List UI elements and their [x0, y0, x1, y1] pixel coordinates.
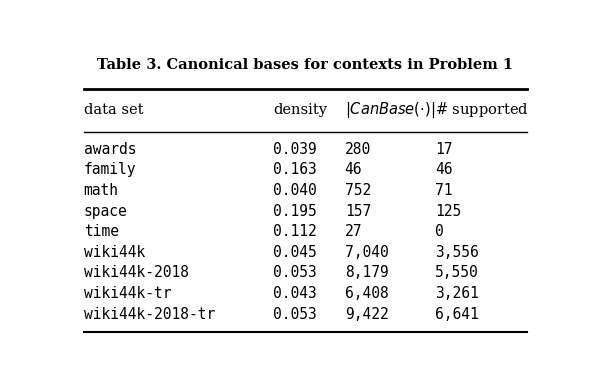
- Text: 6,641: 6,641: [434, 307, 479, 322]
- Text: 0: 0: [434, 224, 443, 239]
- Text: wiki44k-tr: wiki44k-tr: [83, 286, 171, 301]
- Text: 0.040: 0.040: [273, 183, 317, 198]
- Text: family: family: [83, 162, 136, 177]
- Text: $\#$ supported: $\#$ supported: [434, 100, 529, 119]
- Text: 17: 17: [434, 142, 452, 157]
- Text: 7,040: 7,040: [344, 245, 389, 260]
- Text: math: math: [83, 183, 119, 198]
- Text: 6,408: 6,408: [344, 286, 389, 301]
- Text: awards: awards: [83, 142, 136, 157]
- Text: wiki44k-2018: wiki44k-2018: [83, 266, 189, 280]
- Text: 0.195: 0.195: [273, 203, 317, 219]
- Text: $|CanBase(\cdot)|$: $|CanBase(\cdot)|$: [344, 100, 435, 120]
- Text: 0.053: 0.053: [273, 266, 317, 280]
- Text: 752: 752: [344, 183, 371, 198]
- Text: time: time: [83, 224, 119, 239]
- Text: 0.163: 0.163: [273, 162, 317, 177]
- Text: 0.045: 0.045: [273, 245, 317, 260]
- Text: 9,422: 9,422: [344, 307, 389, 322]
- Text: 0.112: 0.112: [273, 224, 317, 239]
- Text: Table 3. Canonical bases for contexts in Problem 1: Table 3. Canonical bases for contexts in…: [97, 58, 514, 71]
- Text: 3,261: 3,261: [434, 286, 479, 301]
- Text: 3,556: 3,556: [434, 245, 479, 260]
- Text: 8,179: 8,179: [344, 266, 389, 280]
- Text: data set: data set: [83, 103, 143, 117]
- Text: 46: 46: [344, 162, 362, 177]
- Text: 5,550: 5,550: [434, 266, 479, 280]
- Text: 0.043: 0.043: [273, 286, 317, 301]
- Text: 280: 280: [344, 142, 371, 157]
- Text: wiki44k: wiki44k: [83, 245, 145, 260]
- Text: 27: 27: [344, 224, 362, 239]
- Text: 0.053: 0.053: [273, 307, 317, 322]
- Text: 157: 157: [344, 203, 371, 219]
- Text: density: density: [273, 103, 327, 117]
- Text: 71: 71: [434, 183, 452, 198]
- Text: wiki44k-2018-tr: wiki44k-2018-tr: [83, 307, 215, 322]
- Text: 125: 125: [434, 203, 461, 219]
- Text: 0.039: 0.039: [273, 142, 317, 157]
- Text: 46: 46: [434, 162, 452, 177]
- Text: space: space: [83, 203, 128, 219]
